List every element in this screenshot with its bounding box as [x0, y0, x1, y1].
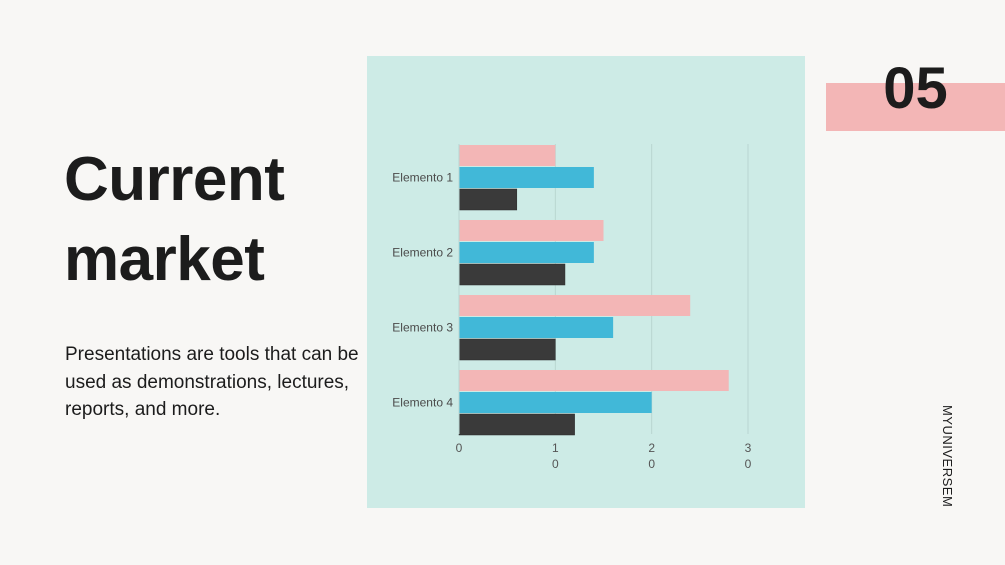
- slide-title: Current market: [64, 140, 285, 300]
- x-tick-label: 0: [456, 441, 463, 455]
- bar: [459, 392, 652, 413]
- bar: [459, 295, 691, 316]
- category-label: Elemento 3: [392, 321, 453, 335]
- bar: [459, 317, 614, 338]
- bar: [458, 338, 556, 361]
- bar: [459, 220, 604, 241]
- x-tick-label: 2: [648, 441, 655, 455]
- bar: [458, 188, 518, 211]
- bar-chart: Elemento 1 Elemento 2 Elemento 3 Elemento 4…: [392, 144, 752, 471]
- brand-label: MYUNIVERSEM: [940, 405, 955, 508]
- title-line-2: market: [64, 225, 265, 294]
- page-number: 05: [883, 56, 948, 121]
- category-label: Elemento 4: [392, 396, 453, 410]
- chart-panel: Elemento 1 Elemento 2 Elemento 3 Elemento 4…: [367, 56, 805, 508]
- x-tick-label: 0: [648, 457, 655, 471]
- page-number-highlight: [826, 83, 1005, 131]
- title-line-1: Current: [64, 145, 285, 214]
- category-label: Elemento 2: [392, 246, 453, 260]
- bar: [458, 263, 566, 286]
- x-tick-label: 0: [745, 457, 752, 471]
- slide-description: Presentations are tools that can be used…: [65, 344, 359, 420]
- x-tick-label: 3: [745, 441, 752, 455]
- category-label: Elemento 1: [392, 171, 453, 185]
- x-tick-label: 0: [552, 457, 559, 471]
- bar: [459, 167, 594, 188]
- x-tick-label: 1: [552, 441, 559, 455]
- bar: [458, 413, 575, 436]
- bar: [459, 145, 556, 166]
- bar: [459, 370, 729, 391]
- bar: [459, 242, 594, 263]
